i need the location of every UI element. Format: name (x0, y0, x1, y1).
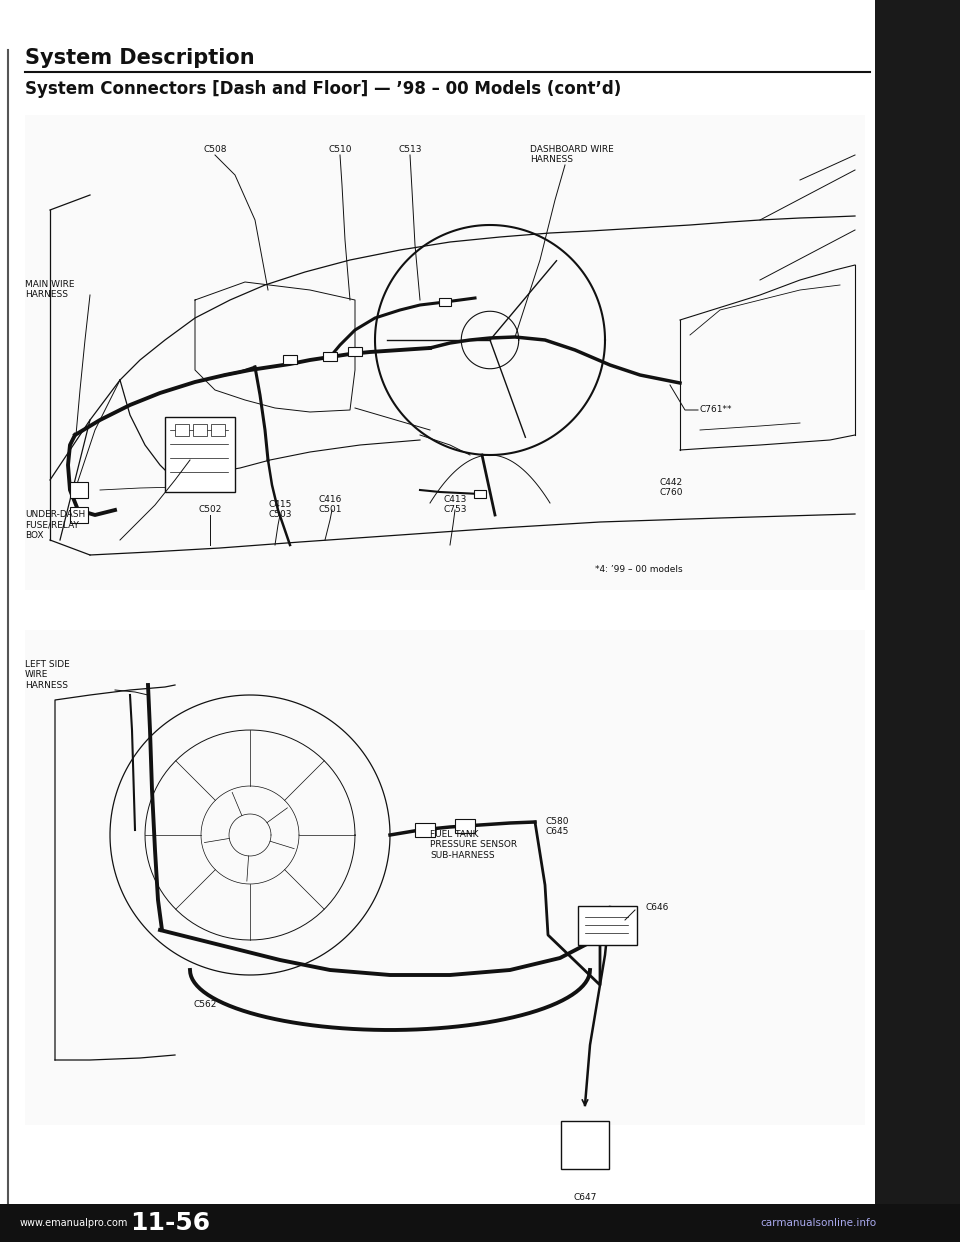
Bar (25, 116, 865, 590)
Text: MAIN WIRE
HARNESS: MAIN WIRE HARNESS (25, 279, 75, 299)
Text: C646: C646 (645, 903, 668, 912)
Bar (323, 351, 337, 361)
Bar (70, 482, 88, 498)
FancyBboxPatch shape (561, 1122, 609, 1169)
Text: *4: ’99 – 00 models: *4: ’99 – 00 models (595, 565, 683, 574)
Bar (283, 355, 297, 364)
Polygon shape (878, 1049, 920, 1105)
Text: C508: C508 (204, 145, 227, 154)
Text: carmanualsonline.info: carmanualsonline.info (760, 1218, 876, 1228)
Text: C415
C503: C415 C503 (268, 501, 292, 519)
Text: C647: C647 (573, 1194, 597, 1202)
FancyBboxPatch shape (578, 905, 637, 945)
Text: C502: C502 (199, 505, 222, 514)
Text: FUEL TANK
PRESSURE SENSOR
SUB-HARNESS: FUEL TANK PRESSURE SENSOR SUB-HARNESS (430, 830, 517, 859)
Text: C416
C501: C416 C501 (319, 496, 342, 514)
Text: C513: C513 (398, 145, 421, 154)
Bar (70, 507, 88, 523)
Bar (0, 1203, 960, 1242)
Bar (165, 417, 235, 492)
Text: C580
C645: C580 C645 (545, 817, 568, 836)
Bar (439, 298, 451, 306)
Bar (175, 424, 189, 436)
Bar (25, 630, 865, 1125)
Text: C562: C562 (193, 1000, 217, 1009)
Text: www.emanualpro.com: www.emanualpro.com (20, 1218, 129, 1228)
Bar (348, 347, 362, 356)
Polygon shape (878, 760, 920, 815)
Polygon shape (878, 479, 920, 535)
Bar (193, 424, 207, 436)
Text: C510: C510 (328, 145, 351, 154)
Text: C442
C760: C442 C760 (660, 478, 684, 497)
Polygon shape (878, 130, 920, 185)
Bar (211, 424, 225, 436)
Bar (455, 818, 475, 833)
Text: DASHBOARD WIRE
HARNESS: DASHBOARD WIRE HARNESS (530, 145, 613, 164)
Text: C413
C753: C413 C753 (444, 496, 467, 514)
Text: UNDER-DASH
FUSE/RELAY
BOX: UNDER-DASH FUSE/RELAY BOX (25, 510, 85, 540)
Bar (875, 0, 960, 1242)
Text: C761**: C761** (700, 405, 732, 414)
Text: LEFT SIDE
WIRE
HARNESS: LEFT SIDE WIRE HARNESS (25, 660, 70, 689)
Text: System Description: System Description (25, 48, 254, 68)
Bar (474, 491, 486, 498)
Text: 11-56: 11-56 (130, 1211, 210, 1235)
Text: System Connectors [Dash and Floor] — ’98 – 00 Models (cont’d): System Connectors [Dash and Floor] — ’98… (25, 79, 621, 98)
Bar (415, 823, 435, 837)
